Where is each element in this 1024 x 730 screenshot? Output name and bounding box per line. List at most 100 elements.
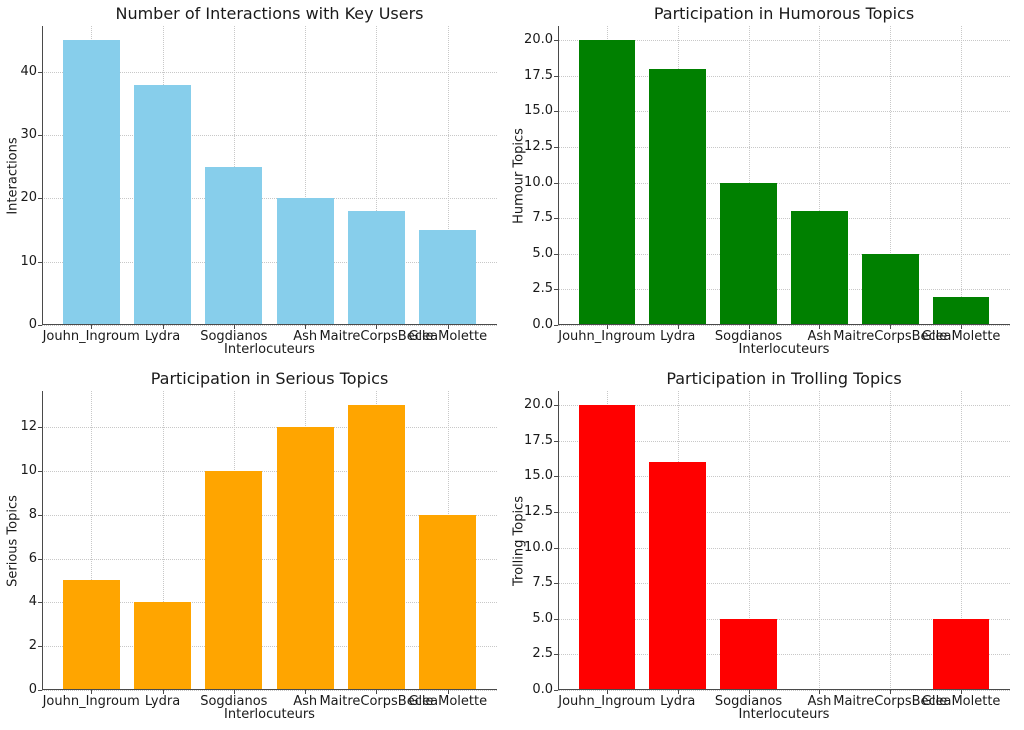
y-tick-label: 7.5: [532, 210, 553, 226]
bar: [720, 618, 777, 690]
y-tick-mark: [554, 40, 558, 42]
x-tick-mark: [376, 690, 378, 694]
h-gridline: [42, 71, 497, 73]
x-tick-mark: [961, 690, 963, 694]
y-axis-spine: [42, 391, 43, 690]
y-tick-mark: [554, 75, 558, 77]
chart-interactions: Number of Interactions with Key Users In…: [0, 0, 512, 365]
bar: [205, 166, 263, 325]
x-tick-mark: [447, 690, 449, 694]
x-tick-label: GleaMolette: [921, 694, 1001, 709]
y-tick-label: 4: [28, 594, 37, 610]
x-tick-mark: [305, 325, 307, 329]
y-tick-mark: [554, 654, 558, 656]
x-tick-label: Sogdianos: [200, 694, 268, 709]
y-tick-label: 2.5: [532, 281, 553, 297]
y-tick-mark: [38, 514, 42, 516]
y-tick-label: 20: [20, 190, 37, 206]
h-gridline: [558, 618, 1010, 620]
x-tick-label: Jouhn_Ingroum: [558, 329, 656, 344]
x-tick-mark: [91, 690, 93, 694]
y-tick-mark: [554, 405, 558, 407]
x-tick-label: Lydra: [144, 329, 181, 344]
y-tick-label: 7.5: [532, 575, 553, 591]
x-axis-label: Interlocuteurs: [224, 342, 315, 357]
y-tick-mark: [554, 476, 558, 478]
bar: [419, 230, 477, 325]
y-tick-label: 0: [28, 317, 37, 332]
v-gridline: [748, 391, 750, 690]
h-gridline: [558, 405, 1010, 407]
y-tick-mark: [554, 618, 558, 620]
x-tick-label: Lydra: [660, 329, 696, 344]
h-gridline: [42, 690, 497, 691]
y-tick-label: 20.0: [524, 32, 553, 48]
y-tick-label: 12.5: [524, 139, 553, 155]
chart-title: Participation in Trolling Topics: [666, 369, 902, 388]
h-gridline: [42, 558, 497, 560]
bar: [62, 580, 120, 690]
x-tick-label: Jouhn_Ingroum: [558, 694, 656, 709]
v-gridline: [305, 26, 307, 325]
v-gridline: [890, 391, 892, 690]
x-tick-label: Ash: [807, 694, 832, 709]
x-tick-mark: [447, 325, 449, 329]
x-tick-label: Lydra: [660, 694, 696, 709]
y-tick-mark: [38, 558, 42, 560]
x-tick-mark: [890, 690, 892, 694]
h-gridline: [558, 75, 1010, 77]
y-tick-label: 12.5: [524, 504, 553, 520]
y-tick-label: 0.0: [532, 317, 553, 332]
bar: [578, 40, 636, 325]
x-axis-label: Interlocuteurs: [738, 342, 830, 357]
h-gridline: [558, 476, 1010, 478]
x-tick-mark: [162, 690, 164, 694]
x-axis-spine: [558, 689, 1010, 690]
x-tick-label: GleaMolette: [408, 329, 488, 344]
bar: [578, 405, 636, 690]
y-tick-mark: [554, 325, 558, 326]
h-gridline: [42, 135, 497, 137]
y-tick-label: 12: [20, 419, 37, 435]
x-tick-mark: [233, 325, 235, 329]
y-tick-label: 10: [20, 462, 37, 478]
x-tick-label: MaitreCorpsBecle: [319, 694, 434, 709]
chart-serious: Participation in Serious Topics Serious …: [0, 365, 512, 730]
v-gridline: [91, 391, 93, 690]
chart-title: Participation in Humorous Topics: [653, 4, 915, 23]
x-tick-label: Lydra: [144, 694, 181, 709]
bar: [791, 211, 848, 325]
h-gridline: [42, 470, 497, 472]
y-tick-mark: [38, 470, 42, 472]
y-tick-label: 5.0: [532, 610, 553, 626]
h-gridline: [42, 646, 497, 648]
y-tick-label: 20.0: [524, 397, 553, 413]
x-tick-mark: [677, 325, 679, 329]
v-gridline: [748, 26, 750, 325]
h-gridline: [42, 325, 497, 326]
chart-humorous: Participation in Humorous Topics Humour …: [512, 0, 1024, 365]
y-tick-mark: [554, 111, 558, 113]
y-tick-label: 30: [20, 127, 37, 143]
v-gridline: [819, 26, 821, 325]
h-gridline: [558, 253, 1010, 255]
plot-area: 0 2 4 6 8 10 12 Jouhn_Ingroum Lydra Sogdianos Ash M…: [20, 391, 497, 709]
y-axis-spine: [558, 26, 559, 325]
bar: [62, 40, 120, 325]
chart-trolling: Participation in Trolling Topics Trollin…: [512, 365, 1024, 730]
chart-title: Participation in Serious Topics: [150, 369, 389, 388]
v-gridline: [961, 26, 963, 325]
h-gridline: [558, 325, 1010, 326]
x-tick-mark: [606, 690, 608, 694]
y-tick-label: 40: [20, 63, 37, 79]
h-gridline: [42, 198, 497, 200]
y-tick-label: 2: [28, 638, 37, 654]
x-tick-mark: [890, 325, 892, 329]
v-gridline: [447, 26, 449, 325]
h-gridline: [558, 147, 1010, 149]
x-tick-mark: [819, 690, 821, 694]
h-gridline: [558, 690, 1010, 691]
x-axis-label: Interlocuteurs: [224, 707, 315, 722]
h-gridline: [42, 427, 497, 429]
y-tick-mark: [38, 690, 42, 691]
